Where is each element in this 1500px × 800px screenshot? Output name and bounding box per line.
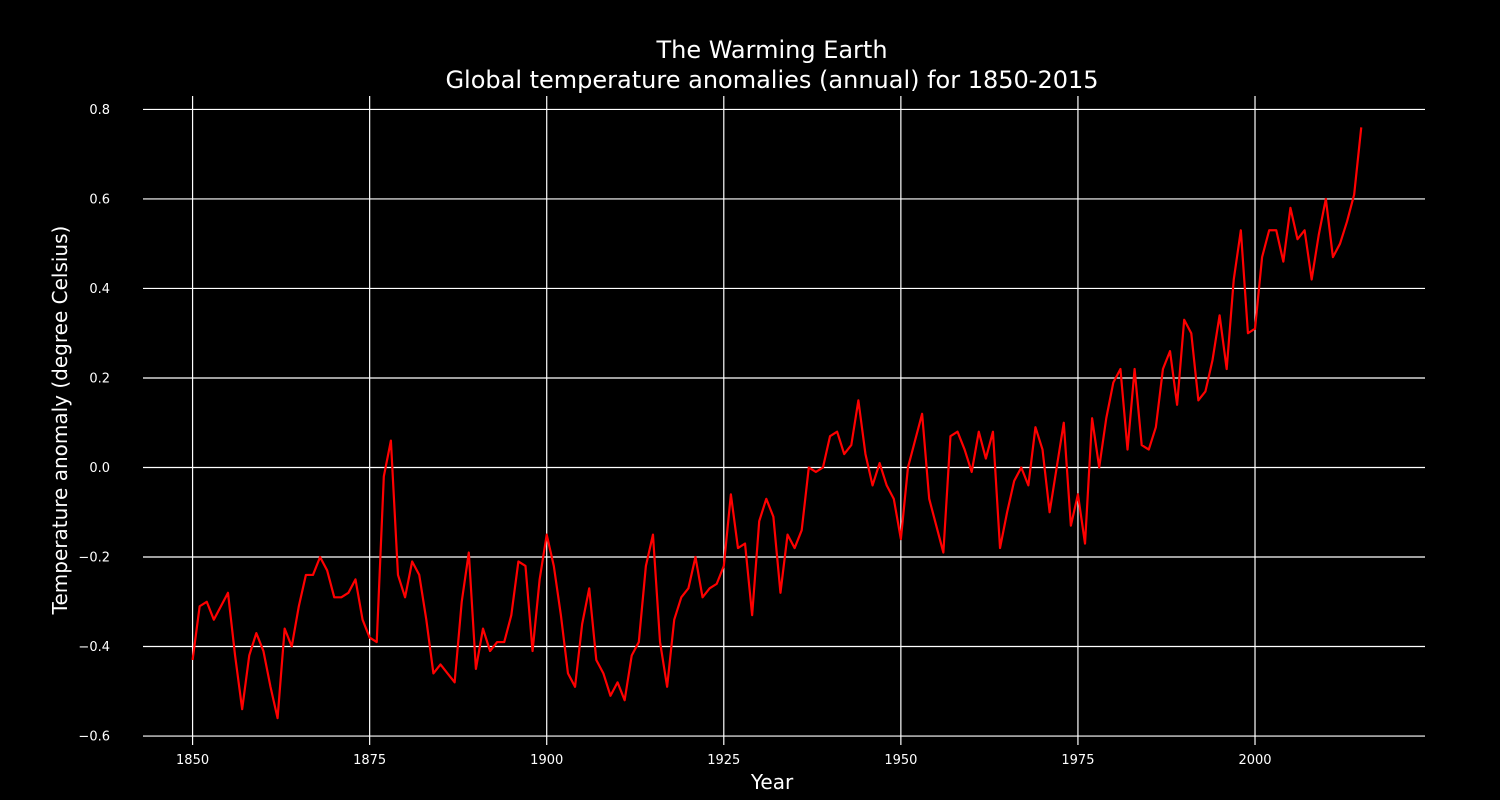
y-tick-label: −0.4 — [78, 640, 110, 655]
x-tick-label: 1925 — [707, 753, 740, 768]
y-tick-label: 0.2 — [89, 371, 110, 386]
temperature-anomaly-line — [191, 127, 1363, 720]
chart-title: The Warming Earth — [655, 36, 887, 64]
x-tick-label: 1875 — [353, 753, 386, 768]
y-tick-label: 0.6 — [89, 192, 110, 207]
x-axis-label: Year — [750, 770, 794, 794]
x-tick-label: 1900 — [530, 753, 563, 768]
x-tick-label: 1975 — [1061, 753, 1094, 768]
grid-lines — [143, 96, 1425, 745]
x-tick-label: 2000 — [1238, 753, 1271, 768]
data-series-layer — [191, 127, 1363, 720]
y-tick-label: −0.2 — [78, 551, 110, 566]
y-tick-label: −0.6 — [78, 730, 110, 745]
y-tick-label: 0.0 — [89, 461, 110, 476]
y-tick-label: 0.4 — [89, 282, 110, 297]
x-tick-label: 1850 — [176, 753, 209, 768]
x-tick-label: 1950 — [884, 753, 917, 768]
y-tick-label: 0.8 — [89, 103, 110, 118]
chart-subtitle: Global temperature anomalies (annual) fo… — [445, 66, 1098, 94]
tick-labels: 1850 1875 1900 1925 1950 1975 2000 −0.6 −0.4 −0.2… — [78, 103, 1271, 768]
y-axis-label: Temperature anomaly (degree Celsius) — [48, 226, 72, 616]
